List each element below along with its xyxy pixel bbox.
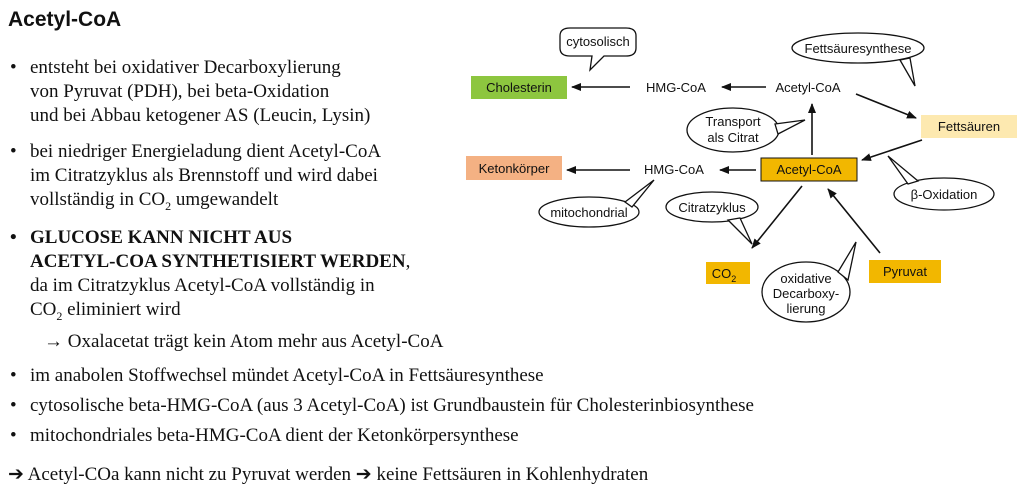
co2-text: vollständig in CO <box>30 189 166 210</box>
pyruvat-label: Pyruvat <box>883 264 927 279</box>
bullet-2-line-2: im Citratzyklus als Brennstoff und wird … <box>30 165 378 186</box>
co2-subscript: 2 <box>56 308 63 323</box>
arrow-pyruvat-to-acetyl <box>827 188 881 254</box>
cytosolisch-label: cytosolisch <box>566 34 630 49</box>
bullet-3-comma: , <box>405 251 411 272</box>
cholesterin-label: Cholesterin <box>486 80 552 95</box>
bullet-3-line-3: da im Citratzyklus Acetyl-CoA vollständi… <box>30 275 375 296</box>
ketonkoerper-box <box>466 156 562 180</box>
bullet-2-line-3: vollständig in CO2 umgewandelt <box>30 188 279 213</box>
co2-diagram-sub: 2 <box>731 274 736 284</box>
bullet-3-line-4: CO2 eliminiert wird <box>30 298 181 323</box>
fettsaeuren-box <box>921 115 1017 138</box>
decarboxylierung-bubble <box>761 261 851 323</box>
bullet-6: mitochondriales beta-HMG-CoA dient der K… <box>30 425 519 446</box>
bullet-dot: • <box>10 395 17 416</box>
page-title: Acetyl-CoA <box>8 8 122 31</box>
bullet-3-bold: ACETYL-COA SYNTHETISIERT WERDEN <box>30 251 406 272</box>
bullet-dot: • <box>10 57 17 78</box>
bubble-tail <box>887 155 920 185</box>
decarb-label-3: lierung <box>786 301 825 316</box>
bullet-3-line-2: ACETYL-COA SYNTHETISIERT WERDEN, <box>30 250 410 273</box>
bullet-dot: • <box>10 227 17 248</box>
cytosolisch-bubble <box>559 27 637 72</box>
acetyl-coa-main-label: Acetyl-CoA <box>776 162 841 177</box>
bullet-3-line-4-rest: eliminiert wird <box>62 299 181 320</box>
decarb-label-2: Decarboxy- <box>773 286 839 301</box>
citratzyklus-bubble <box>665 191 759 223</box>
arrow-fettsaeuren-to-acetyl <box>861 139 923 161</box>
decarb-label-1: oxidative <box>780 271 831 286</box>
bullet-2-line-1: bei niedriger Energieladung dient Acetyl… <box>30 141 382 162</box>
ketonkoerper-label: Ketonkörper <box>479 161 550 176</box>
hmg-coa-cytosol-label: HMG-CoA <box>646 80 706 95</box>
mitochondrial-label: mitochondrial <box>550 205 627 220</box>
bubble-tail <box>898 57 916 87</box>
bullet-dot: • <box>10 141 17 162</box>
co2-subscript: 2 <box>165 198 172 213</box>
bullet-5: cytosolische beta-HMG-CoA (aus 3 Acetyl-… <box>30 395 754 416</box>
mitochondrial-bubble <box>538 196 640 228</box>
bullet-1-line-1: entsteht bei oxidativer Decarboxylierung <box>30 57 341 78</box>
bullet-dot: • <box>10 425 17 446</box>
cholesterin-box <box>471 76 567 99</box>
co2-diagram-text: CO <box>712 266 732 281</box>
bullet-2-line-3-rest: umgewandelt <box>171 189 279 210</box>
fettsaeuresynthese-bubble <box>791 32 925 64</box>
beta-oxidation-bubble <box>893 177 995 211</box>
arrow-acetyl-to-fettsaeuren <box>855 93 917 119</box>
bubble-tail <box>726 217 753 245</box>
bullet-4: im anabolen Stoffwechsel mündet Acetyl-C… <box>30 365 544 386</box>
fettsaeuren-label: Fettsäuren <box>938 119 1000 134</box>
transport-label-2: als Citrat <box>707 130 759 145</box>
co2-label: CO2 <box>712 266 737 284</box>
hmg-coa-mito-label: HMG-CoA <box>644 162 704 177</box>
footer-conclusion: ➔ Acetyl-COa kann nicht zu Pyruvat werde… <box>8 464 649 485</box>
pyruvat-box <box>869 260 941 283</box>
bubble-tail <box>837 241 857 282</box>
bubble-tail <box>774 119 806 135</box>
beta-oxidation-label: β-Oxidation <box>911 187 978 202</box>
co2-text: CO <box>30 299 57 320</box>
bullet-1-line-2: von Pyruvat (PDH), bei beta-Oxidation <box>30 81 330 102</box>
transport-label-1: Transport <box>705 114 761 129</box>
bubble-tail <box>623 179 655 208</box>
fettsaeuresynthese-label: Fettsäuresynthese <box>805 41 912 56</box>
acetyl-coa-main-box <box>760 157 858 182</box>
oxalacetat-note: → Oxalacetat trägt kein Atom mehr aus Ac… <box>44 331 444 352</box>
bullet-1-line-3: und bei Abbau ketogener AS (Leucin, Lysi… <box>30 105 371 126</box>
arrow-acetyl-to-co2 <box>751 185 803 249</box>
co2-box <box>706 262 750 284</box>
bullet-dot: • <box>10 365 17 386</box>
bullet-3-line-1: GLUCOSE KANN NICHT AUS <box>30 227 293 248</box>
citratzyklus-label: Citratzyklus <box>678 200 746 215</box>
acetyl-coa-cytosol-label: Acetyl-CoA <box>775 80 840 95</box>
